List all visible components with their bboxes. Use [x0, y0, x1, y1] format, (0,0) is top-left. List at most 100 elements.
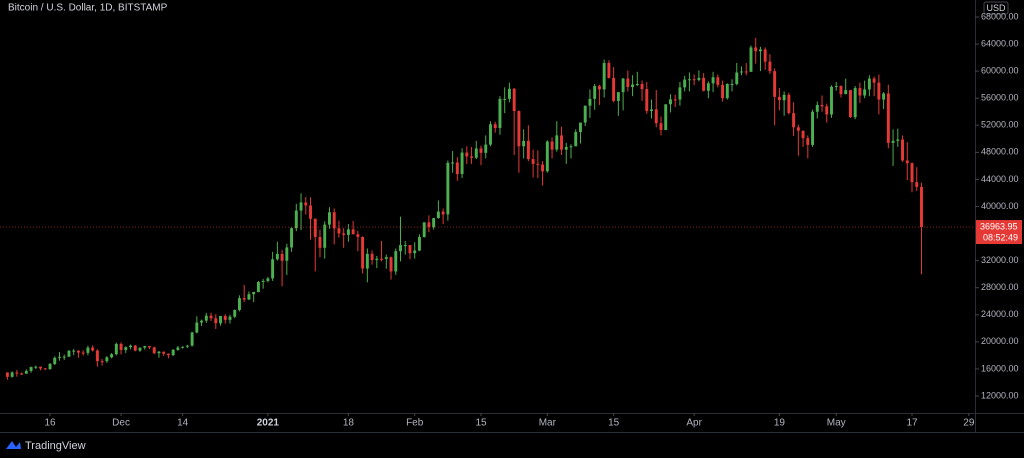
candle-body [721, 84, 725, 99]
y-tick-label: 28000.00 [981, 282, 1019, 292]
x-tick-label: 16 [44, 418, 56, 429]
candle-body [408, 245, 412, 254]
candle-body [574, 132, 578, 147]
candle-body [342, 233, 346, 235]
candle-body [446, 162, 450, 215]
candle-body [62, 356, 66, 358]
candle-body [498, 98, 502, 128]
brand-logo [6, 441, 21, 449]
candle-body [711, 77, 715, 84]
candle-body [668, 99, 672, 105]
y-tick-label: 68000.00 [981, 11, 1019, 21]
y-tick-label: 52000.00 [981, 120, 1019, 130]
candle-body [242, 298, 246, 300]
candle-body [820, 104, 824, 107]
candle-body [503, 98, 507, 100]
candle-body [465, 152, 469, 157]
candle-body [635, 83, 639, 85]
candle-body [588, 98, 592, 106]
candle-body [479, 148, 483, 153]
candle-body [877, 82, 881, 100]
candle-body [564, 146, 568, 150]
candle-body [621, 78, 625, 93]
candle-body [228, 316, 232, 320]
candle-body [200, 320, 204, 323]
candle-body [313, 218, 317, 237]
candle-body [209, 315, 213, 319]
candle-body [34, 366, 38, 368]
candle-body [612, 77, 616, 101]
candle-body [399, 245, 402, 252]
candle-body [735, 72, 739, 84]
candle-body [863, 89, 867, 96]
last-price-label: 36963.95 [980, 221, 1018, 231]
candle-body [280, 253, 284, 261]
x-tick-label: Apr [686, 418, 702, 429]
candle-body [162, 351, 166, 354]
candle-body [512, 88, 516, 112]
brand[interactable]: TradingView [25, 440, 86, 452]
candle-body [427, 222, 431, 228]
candle-body [815, 104, 819, 112]
candle-body [266, 278, 270, 281]
candle-body [602, 63, 606, 90]
candle-body [474, 148, 478, 158]
candle-body [545, 141, 549, 172]
candle-body [886, 93, 890, 143]
x-tick-label: 29 [963, 418, 975, 429]
candle-body [531, 159, 535, 164]
candle-body [417, 236, 421, 251]
plot [5, 37, 923, 380]
candle-body [730, 83, 734, 85]
candle-body [432, 218, 436, 228]
x-tick-label: 15 [475, 418, 487, 429]
x-tick-label: Dec [112, 418, 130, 429]
candle-body [10, 372, 14, 377]
candle-body [185, 345, 189, 347]
candle-body [332, 212, 336, 229]
candle-body [792, 113, 796, 128]
candle-body [806, 138, 810, 145]
candle-body [839, 86, 843, 95]
candle-body [901, 139, 905, 161]
candle-body [683, 79, 687, 88]
candle-body [872, 78, 876, 83]
candle-body [867, 78, 871, 90]
y-tick-label: 44000.00 [981, 174, 1019, 184]
x-tick-label: Feb [406, 418, 424, 429]
candle-body [858, 88, 862, 96]
candle-body [365, 253, 369, 269]
candle-body [299, 202, 303, 211]
candle-body [758, 49, 762, 52]
candle-body [190, 332, 194, 346]
candle-body [275, 253, 279, 260]
candle-body [48, 363, 52, 370]
y-tick-label: 40000.00 [981, 201, 1019, 211]
candle-body [489, 124, 492, 145]
x-tick-label: May [827, 418, 846, 429]
candle-body [114, 343, 118, 355]
candle-body [640, 83, 644, 90]
candle-body [152, 347, 156, 354]
x-tick-label: 2021 [257, 418, 280, 429]
candle-body [195, 322, 199, 333]
candle-body [95, 350, 99, 362]
candle-body [659, 123, 663, 131]
candle-body [920, 186, 923, 228]
y-tick-label: 16000.00 [981, 363, 1019, 373]
candle-body [650, 109, 653, 112]
y-tick-label: 20000.00 [981, 336, 1019, 346]
candle-body [124, 347, 128, 350]
candle-body [171, 349, 175, 356]
x-tick-label: 19 [774, 418, 786, 429]
y-tick-label: 12000.00 [981, 390, 1019, 400]
candle-body [327, 212, 331, 225]
candle-body [569, 146, 573, 148]
candle-body [361, 236, 365, 269]
candle-body [678, 87, 682, 100]
candle-body [309, 205, 312, 219]
y-tick-label: 32000.00 [981, 255, 1019, 265]
candle-body [304, 202, 308, 206]
candle-body [351, 229, 355, 235]
candle-body [129, 345, 132, 348]
